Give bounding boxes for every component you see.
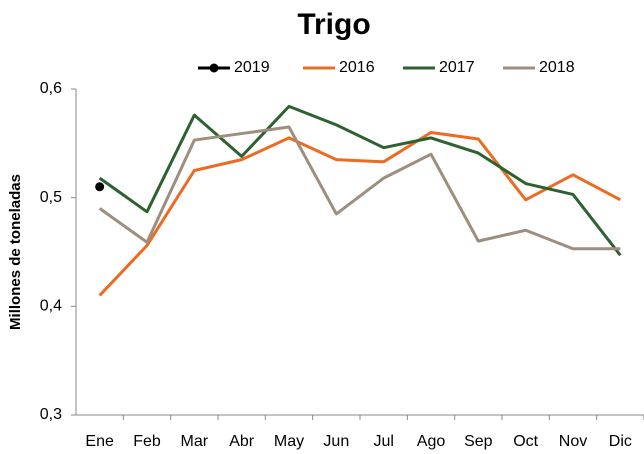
chart-title: Trigo xyxy=(297,8,370,41)
legend-marker xyxy=(209,63,219,73)
point xyxy=(95,182,105,192)
x-tick-label: Jun xyxy=(323,433,349,450)
y-tick-label: 0,4 xyxy=(40,298,62,315)
y-tick-label: 0,6 xyxy=(40,80,62,97)
legend-label: 2017 xyxy=(439,59,475,76)
y-tick-label: 0,5 xyxy=(40,189,62,206)
legend-label: 2016 xyxy=(339,59,375,76)
x-tick-label: Oct xyxy=(513,433,538,450)
legend-label: 2019 xyxy=(234,59,270,76)
x-tick-label: Dic xyxy=(609,433,632,450)
series-line xyxy=(98,130,622,297)
x-tick-label: May xyxy=(274,433,304,450)
x-tick-label: Jul xyxy=(373,433,393,450)
x-tick-label: Ago xyxy=(417,433,446,450)
series-line xyxy=(98,125,621,251)
y-tick-label: 0,3 xyxy=(40,406,62,423)
y-axis-label: Millones de toneladas xyxy=(7,174,24,330)
x-tick-label: Nov xyxy=(559,433,587,450)
legend-label: 2018 xyxy=(539,59,575,76)
x-tick-label: Feb xyxy=(133,433,161,450)
x-tick-label: Abr xyxy=(229,433,255,450)
x-tick-label: Mar xyxy=(181,433,209,450)
x-tick-label: Ene xyxy=(85,433,114,450)
x-tick-label: Sep xyxy=(464,433,493,450)
series-line xyxy=(98,104,622,257)
